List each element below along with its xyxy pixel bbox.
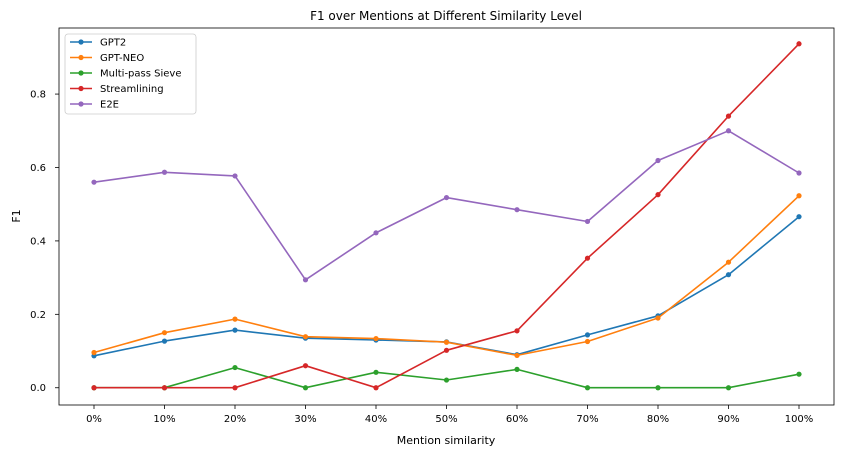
data-point-gpt-neo xyxy=(584,338,591,345)
data-point-e2e xyxy=(161,169,168,175)
data-point-streamlining xyxy=(725,113,732,119)
series-gpt-neo xyxy=(91,193,802,359)
legend-frame xyxy=(64,33,197,115)
series-e2e xyxy=(91,128,802,283)
data-point-streamlining xyxy=(443,347,450,353)
data-point-gpt-neo xyxy=(91,349,97,356)
legend-item: GPT-NEO xyxy=(70,53,144,64)
axis-ticks: 0% 10% 20% 30% 40% 50% 60% 70% 80% 90% 100% 0.0 0.2 0… xyxy=(30,90,813,425)
data-point-multi-pass-sieve xyxy=(796,371,802,377)
data-point-gpt2 xyxy=(796,214,802,220)
x-tick-label: 30% xyxy=(294,414,316,425)
data-point-multi-pass-sieve xyxy=(514,366,520,372)
y-tick-label: 0.2 xyxy=(30,310,46,321)
series-gpt2 xyxy=(91,214,802,359)
legend-swatch-marker xyxy=(78,70,84,76)
chart-title: F1 over Mentions at Different Similarity… xyxy=(310,9,582,23)
legend-item: Streamlining xyxy=(70,84,164,95)
y-tick-label: 0.0 xyxy=(30,383,46,394)
y-tick-label: 0.8 xyxy=(30,90,46,101)
data-point-gpt-neo xyxy=(655,315,661,321)
data-point-multi-pass-sieve xyxy=(302,385,309,391)
x-tick-label: 50% xyxy=(435,414,457,425)
data-point-e2e xyxy=(725,128,732,134)
data-point-gpt2 xyxy=(232,327,238,333)
x-tick-label: 90% xyxy=(717,414,739,425)
x-tick-label: 20% xyxy=(224,414,246,425)
legend-swatch-marker xyxy=(78,85,84,92)
data-point-gpt-neo xyxy=(302,334,309,340)
data-point-multi-pass-sieve xyxy=(232,364,238,371)
data-point-e2e xyxy=(373,230,379,236)
x-tick-label: 80% xyxy=(647,414,669,425)
data-point-streamlining xyxy=(655,192,661,198)
data-point-streamlining xyxy=(302,363,309,369)
data-point-e2e xyxy=(91,179,97,185)
x-axis-label: Mention similarity xyxy=(397,434,496,447)
data-point-gpt-neo xyxy=(373,335,379,342)
series-layer xyxy=(91,41,802,391)
y-tick-label: 0.4 xyxy=(30,236,46,247)
data-point-e2e xyxy=(584,218,591,225)
data-point-gpt2 xyxy=(161,338,168,344)
legend-item: E2E xyxy=(70,100,119,111)
data-point-streamlining xyxy=(584,255,591,261)
data-point-gpt-neo xyxy=(232,316,238,322)
legend-label: Multi-pass Sieve xyxy=(100,69,181,80)
legend-label: E2E xyxy=(100,100,119,111)
series-multi-pass-sieve xyxy=(91,364,802,391)
series-line-e2e xyxy=(93,130,800,281)
y-axis-label: F1 xyxy=(10,209,23,222)
x-tick-label: 40% xyxy=(365,414,387,425)
data-point-e2e xyxy=(655,157,661,164)
legend-swatch-marker xyxy=(78,54,84,61)
y-tick-label: 0.6 xyxy=(30,163,46,174)
legend-item: GPT2 xyxy=(70,38,126,49)
legend-label: GPT2 xyxy=(100,38,126,49)
legend-label: Streamlining xyxy=(100,84,164,95)
data-point-gpt2 xyxy=(584,332,591,338)
data-point-e2e xyxy=(443,194,450,201)
legend-label: GPT-NEO xyxy=(100,53,144,64)
x-tick-label: 70% xyxy=(576,414,598,425)
data-point-e2e xyxy=(514,207,520,213)
data-point-e2e xyxy=(796,170,802,176)
data-point-multi-pass-sieve xyxy=(584,385,591,391)
data-point-e2e xyxy=(302,277,309,283)
legend: GPT2 GPT-NEO Multi-pass Sieve Streamlining E… xyxy=(64,33,197,115)
data-point-streamlining xyxy=(91,385,97,391)
data-point-multi-pass-sieve xyxy=(373,369,379,375)
data-point-gpt-neo xyxy=(725,259,732,265)
data-point-streamlining xyxy=(373,385,379,391)
data-point-streamlining xyxy=(161,385,168,391)
legend-item: Multi-pass Sieve xyxy=(70,69,181,80)
data-point-gpt-neo xyxy=(161,330,168,336)
x-tick-label: 100% xyxy=(785,414,814,425)
x-tick-label: 60% xyxy=(506,414,528,425)
data-point-gpt-neo xyxy=(443,339,450,345)
data-point-multi-pass-sieve xyxy=(725,385,732,391)
data-point-gpt2 xyxy=(725,272,732,278)
x-tick-label: 0% xyxy=(86,414,102,425)
data-point-e2e xyxy=(232,173,238,179)
series-streamlining xyxy=(91,41,802,391)
data-point-gpt-neo xyxy=(796,193,802,199)
legend-swatch-marker xyxy=(78,39,84,45)
series-line-gpt2 xyxy=(93,216,800,357)
data-point-multi-pass-sieve xyxy=(443,377,450,383)
data-point-gpt-neo xyxy=(514,352,520,359)
x-tick-label: 10% xyxy=(153,414,175,425)
legend-swatch-marker xyxy=(78,101,84,107)
series-line-gpt-neo xyxy=(93,195,800,357)
data-point-multi-pass-sieve xyxy=(655,385,661,391)
data-point-streamlining xyxy=(796,41,802,47)
data-point-streamlining xyxy=(514,328,520,334)
data-point-streamlining xyxy=(232,385,238,391)
